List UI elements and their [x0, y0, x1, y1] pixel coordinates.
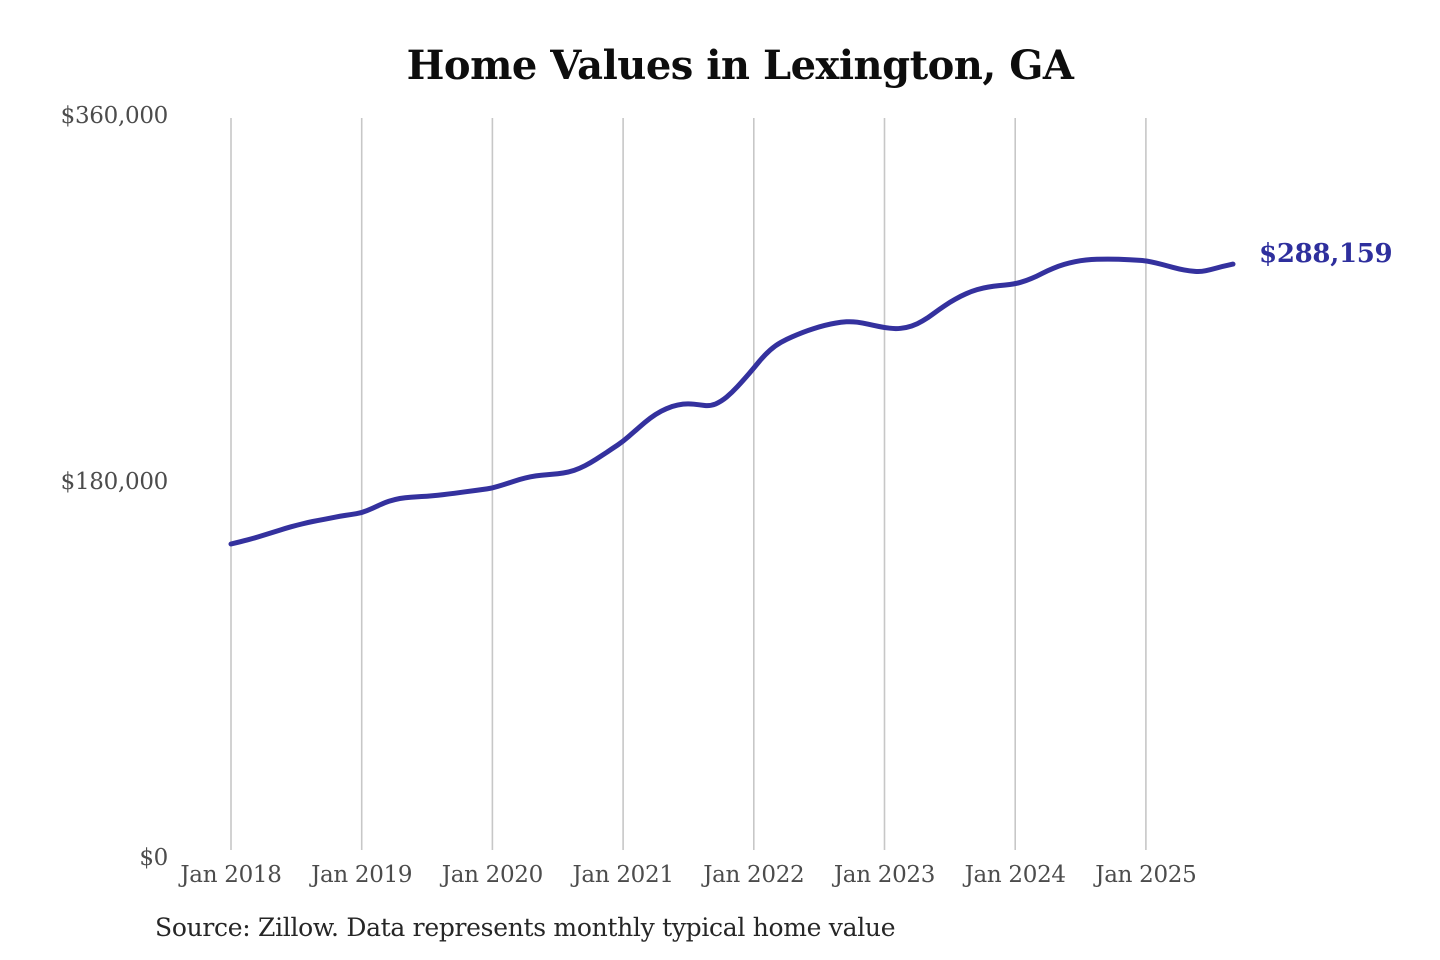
- end-value-label: $288,159: [1259, 239, 1393, 270]
- x-axis-label: Jan 2020: [441, 862, 544, 888]
- x-axis-label: Jan 2025: [1095, 862, 1197, 888]
- chart-title: Home Values in Lexington, GA: [406, 42, 1074, 89]
- gridline-group: [230, 118, 1147, 850]
- x-axis-label: Jan 2024: [964, 862, 1067, 888]
- x-axis-label: Jan 2021: [572, 862, 674, 888]
- x-axis-label: Jan 2022: [703, 862, 805, 888]
- x-axis-label: Jan 2018: [180, 862, 282, 888]
- source-note: Source: Zillow. Data represents monthly …: [155, 913, 896, 942]
- x-axis-label: Jan 2019: [311, 862, 413, 888]
- y-axis-label: $180,000: [60, 469, 169, 495]
- y-axis-label: $0: [139, 845, 168, 871]
- home-value-line: [228, 256, 1236, 547]
- x-axis-label: Jan 2023: [833, 862, 936, 888]
- y-axis-label: $360,000: [60, 103, 169, 129]
